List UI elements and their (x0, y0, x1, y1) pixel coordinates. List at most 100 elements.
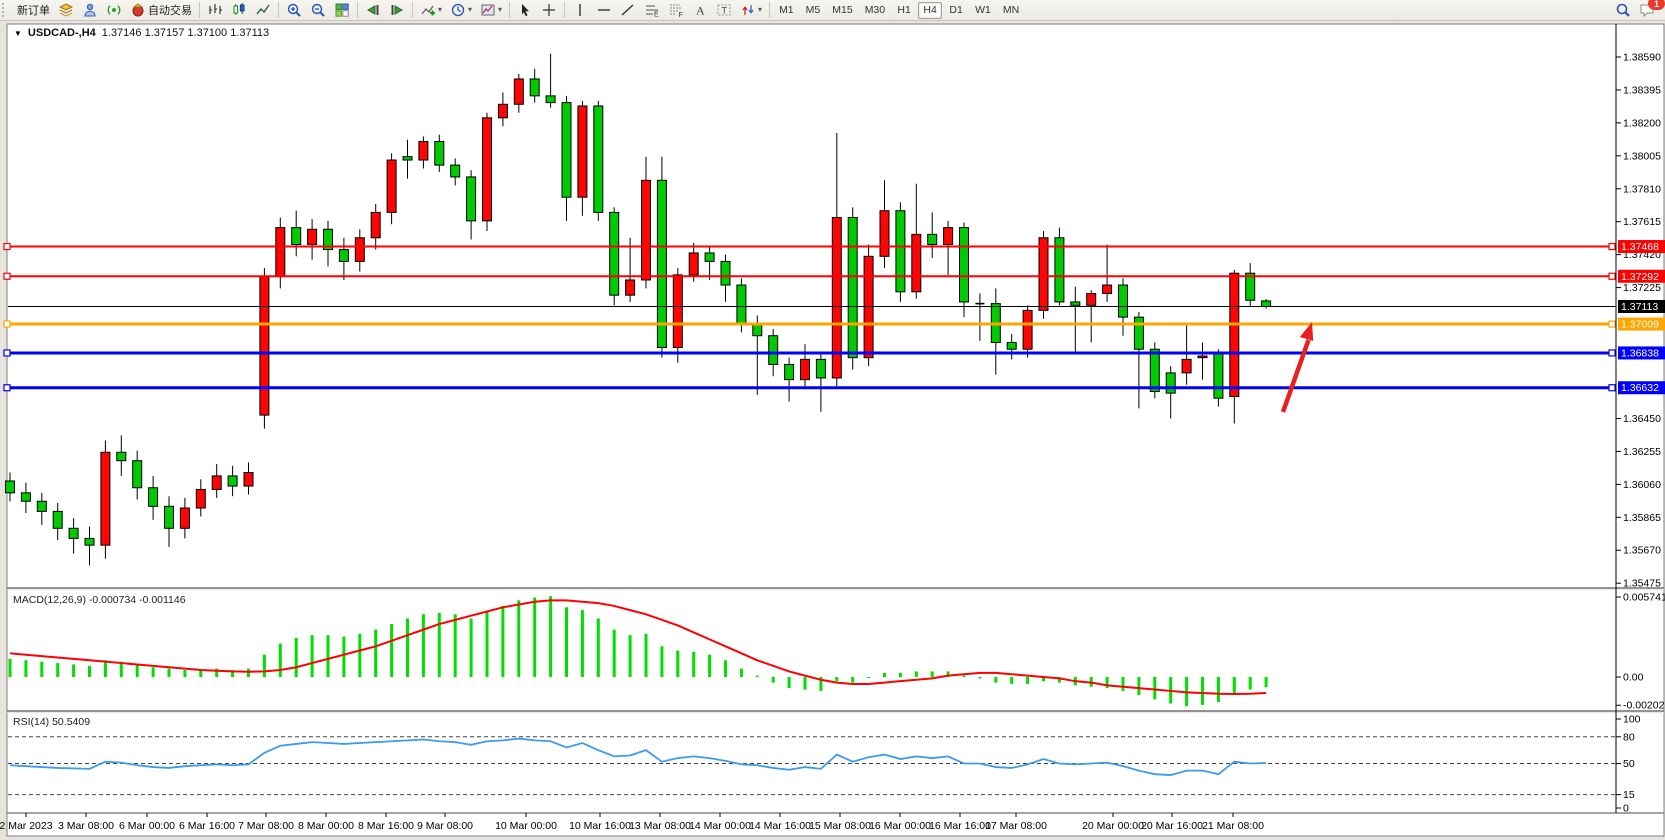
crosshair-button[interactable] (537, 1, 561, 19)
svg-text:15: 15 (1623, 789, 1635, 801)
svg-text:1.37468: 1.37468 (1621, 241, 1659, 253)
text-button[interactable]: A (688, 1, 712, 19)
svg-text:1.36838: 1.36838 (1621, 347, 1659, 359)
candlestick-chart-button[interactable] (227, 1, 251, 19)
svg-text:1.36450: 1.36450 (1623, 413, 1661, 425)
line-handle (3, 349, 11, 357)
rsi-pane: 100 80 50 15 0 (8, 714, 1641, 815)
toolbar-separator (509, 2, 511, 18)
timeframe-h4-button[interactable]: H4 (918, 1, 943, 19)
shapes-icon (740, 2, 756, 18)
macd-pane: 0.005741 0.00 -0.002027 (8, 591, 1665, 712)
line-handle (3, 242, 11, 251)
svg-text:3 Mar 08:00: 3 Mar 08:00 (58, 820, 114, 832)
dropdown-caret-icon: ▾ (468, 5, 473, 14)
line-handle (1608, 349, 1616, 357)
svg-text:1.38590: 1.38590 (1623, 52, 1661, 64)
toolbar-grip[interactable] (2, 3, 10, 17)
zoomout-icon (310, 2, 326, 18)
svg-text:16 Mar 00:00: 16 Mar 00:00 (869, 820, 931, 832)
timeframe-m15-button[interactable]: M15 (827, 2, 857, 19)
timeframe-mn-button[interactable]: MN (998, 2, 1024, 19)
svg-text:20 Mar 16:00: 20 Mar 16:00 (1141, 820, 1203, 832)
linechart-icon (255, 2, 271, 18)
rsi-line (9, 737, 1267, 776)
svg-text:1.38005: 1.38005 (1623, 150, 1661, 162)
svg-text:1.38395: 1.38395 (1623, 84, 1661, 96)
line-handle (1608, 384, 1616, 392)
line-chart-button[interactable] (251, 1, 275, 19)
svg-text:9 Mar 08:00: 9 Mar 08:00 (417, 820, 473, 832)
arrow-annotation[interactable] (1280, 322, 1314, 413)
fibofan-icon: F (668, 2, 684, 18)
toolbar-separator (199, 2, 200, 18)
svg-text:50: 50 (1623, 758, 1635, 770)
macd-signal-line (9, 599, 1267, 696)
line-handle (1608, 242, 1616, 251)
timeframe-d1-button[interactable]: D1 (944, 2, 968, 19)
templates-button[interactable]: ▾ (476, 1, 506, 19)
vertical-line-button[interactable] (568, 1, 592, 19)
macd-indicator-label: MACD(12,26,9) -0.000734 -0.001146 (13, 594, 186, 606)
price-badges: 1.37468 1.37292 1.37113 1.37009 1.36838 1.366… (1618, 240, 1665, 395)
auto-trading-button[interactable]: 自动交易 (126, 1, 196, 19)
timeframe-m30-button[interactable]: M30 (860, 2, 890, 19)
clock-icon (450, 2, 466, 18)
fibonacci-button[interactable]: E (640, 1, 664, 19)
text-label-button[interactable]: T (712, 1, 736, 19)
tiles-icon (334, 2, 350, 18)
svg-text:13 Mar 08:00: 13 Mar 08:00 (629, 820, 691, 832)
zoom-in-button[interactable] (282, 1, 306, 19)
zoomin-icon (286, 2, 302, 18)
svg-text:1.37292: 1.37292 (1621, 271, 1659, 283)
svg-text:E: E (654, 12, 659, 19)
bar-chart-button[interactable] (203, 1, 227, 19)
candles-series (5, 53, 1272, 566)
dropdown-caret-icon: ▾ (498, 5, 503, 14)
svg-text:15 Mar 08:00: 15 Mar 08:00 (809, 820, 871, 832)
arrows-button[interactable]: ▾ (736, 1, 766, 19)
textT-icon: T (716, 2, 732, 18)
chart-title-bar: ▼ USDCAD-,H4 1.37146 1.37157 1.37100 1.3… (14, 27, 269, 39)
svg-text:1.35475: 1.35475 (1623, 578, 1661, 590)
timeframe-w1-button[interactable]: W1 (970, 2, 996, 19)
textA-icon: A (692, 2, 708, 18)
svg-text:80: 80 (1623, 731, 1635, 743)
timeframe-m5-button[interactable]: M5 (801, 2, 826, 19)
zoom-out-button[interactable] (306, 1, 330, 19)
horizontal-lines[interactable] (3, 242, 1616, 392)
indicators-button[interactable]: ▾ (416, 1, 446, 19)
search-button[interactable] (1611, 1, 1635, 19)
bars-icon (207, 2, 223, 18)
svg-text:1.36255: 1.36255 (1623, 446, 1661, 458)
market-watch-button[interactable] (78, 1, 102, 19)
cursor-button[interactable] (513, 1, 537, 19)
svg-text:100: 100 (1623, 714, 1641, 726)
periods-button[interactable]: ▾ (446, 1, 476, 19)
chart-shift-button[interactable] (385, 1, 409, 19)
toolbar-separator (357, 2, 358, 18)
fibo-channel-button[interactable]: F (664, 1, 688, 19)
chart-profile-button[interactable] (54, 1, 78, 19)
new-order-button-label: 新订单 (17, 5, 50, 17)
ohlc-values: 1.37146 1.37157 1.37100 1.37113 (101, 27, 270, 39)
tile-windows-button[interactable] (330, 1, 354, 19)
symbol-dropdown-icon[interactable]: ▼ (14, 28, 22, 38)
trendline-button[interactable] (616, 1, 640, 19)
svg-text:1.36060: 1.36060 (1623, 479, 1661, 491)
svg-text:1.36632: 1.36632 (1621, 382, 1659, 394)
timeframe-h1-button[interactable]: H1 (892, 2, 916, 19)
cursor-icon (517, 2, 533, 18)
signals-button[interactable] (102, 1, 126, 19)
indicator-icon (420, 2, 436, 18)
horizontal-line-button[interactable] (592, 1, 616, 19)
svg-text:8 Mar 00:00: 8 Mar 00:00 (298, 820, 354, 832)
shift-icon (389, 2, 405, 18)
toolbar-separator (564, 2, 566, 18)
svg-text:8 Mar 16:00: 8 Mar 16:00 (358, 820, 414, 832)
svg-text:10 Mar 16:00: 10 Mar 16:00 (569, 820, 631, 832)
timeframe-m1-button[interactable]: M1 (774, 2, 799, 19)
auto-scroll-button[interactable] (361, 1, 385, 19)
new-order-button[interactable]: 新订单 (13, 1, 54, 19)
